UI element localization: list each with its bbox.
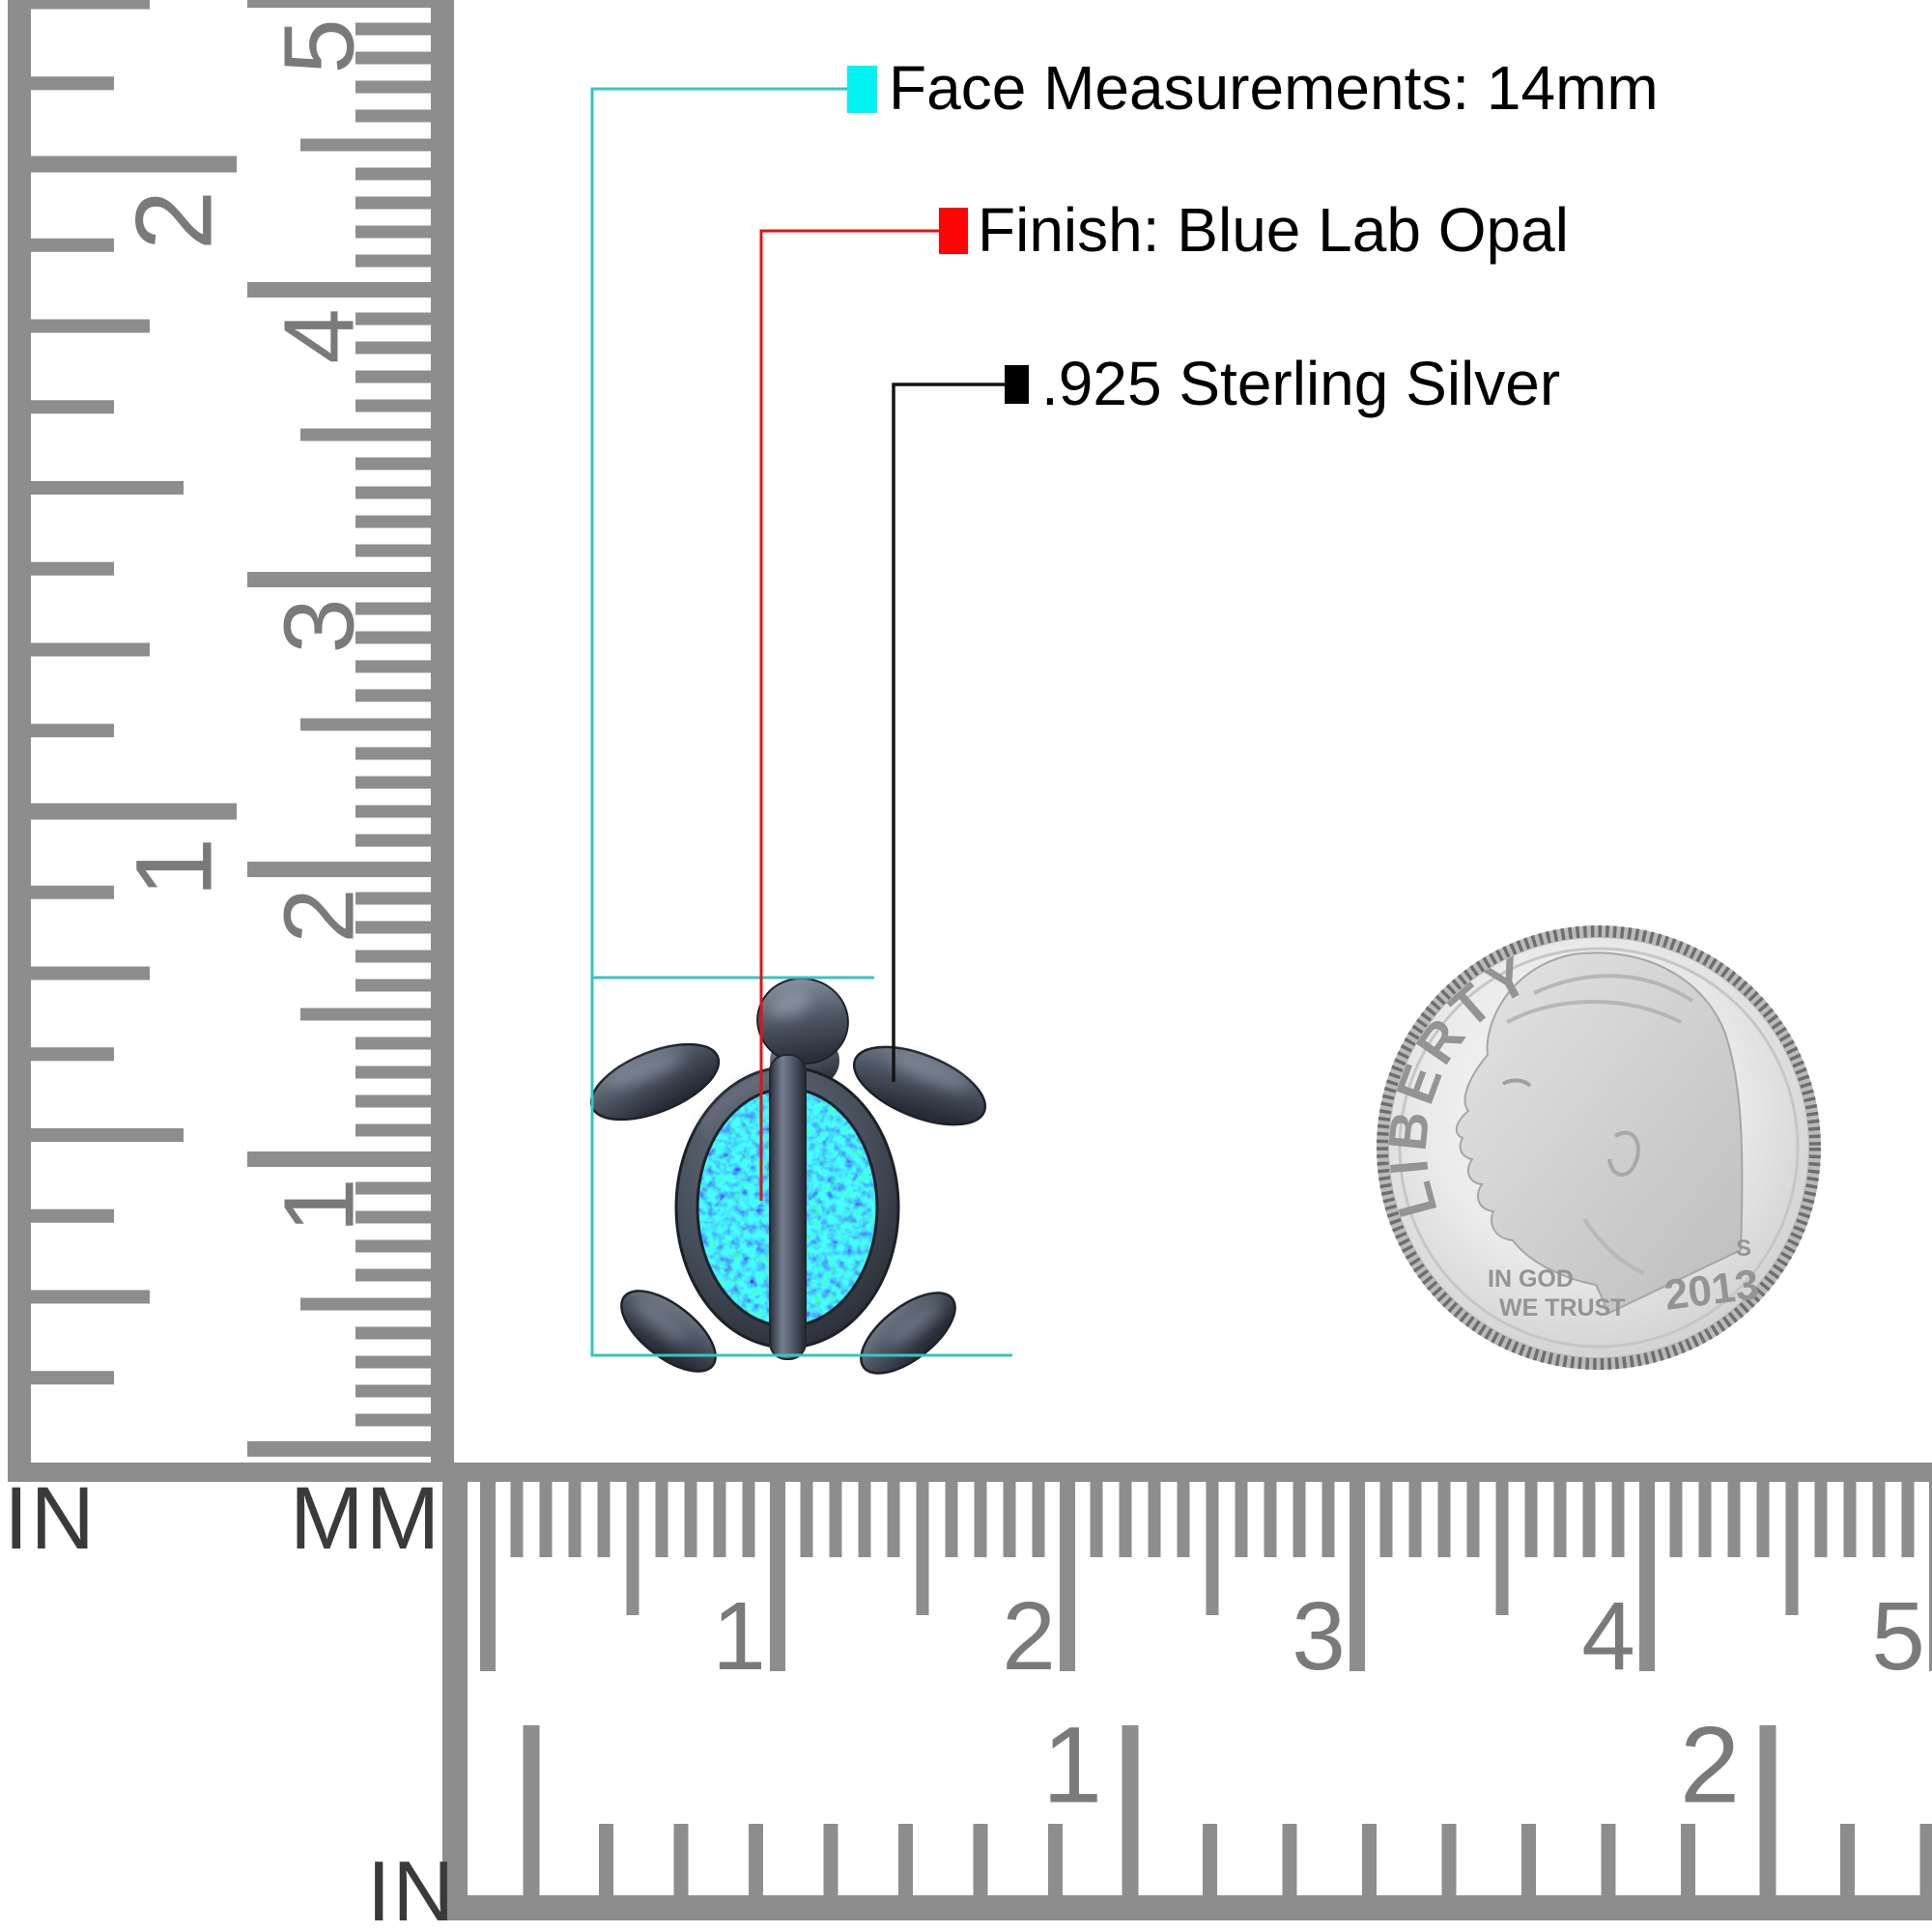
ruler-number: 2 (264, 888, 375, 943)
ruler-edge-bars (8, 0, 1932, 1920)
ruler-number: 2 (1002, 1582, 1056, 1690)
turtle-earring (589, 977, 987, 1375)
ruler-number: 4 (264, 308, 375, 363)
left-ruler-mm-label: MM (290, 1469, 442, 1568)
annotation-face-measurement: Face Measurements: 14mm (889, 53, 1659, 123)
ruler-number: 4 (1581, 1582, 1635, 1690)
annotation-finish: Finish: Blue Lab Opal (978, 195, 1569, 265)
ruler-number: 1 (114, 838, 235, 897)
vertical-mm-ruler (247, 0, 431, 1457)
annotation-metal: .925 Sterling Silver (1041, 349, 1561, 418)
ruler-number: 2 (114, 190, 235, 250)
ruler-number: 1 (1042, 1705, 1102, 1826)
ruler-number: 3 (1292, 1582, 1346, 1690)
coin-mint-mark: S (1736, 1236, 1751, 1262)
turtle-back-left-flipper (620, 1290, 717, 1373)
coin-rim-ring (1398, 947, 1800, 1349)
bottom-ruler-inch-label: IN (367, 1843, 456, 1932)
callout-lines (590, 87, 1012, 1357)
face-callout-line (590, 87, 1012, 1357)
face-color-swatch (847, 66, 877, 113)
turtle-front-right-flipper (852, 1045, 987, 1126)
dime-coin: LIBERTY IN GOD WE TRUST S 2013 (1377, 925, 1821, 1370)
bottom-inch-ruler (523, 1725, 1932, 1901)
metal-callout-line (892, 383, 1005, 1082)
left-ruler-inch-label: IN (4, 1469, 97, 1568)
finish-callout-line (759, 229, 939, 1201)
coin-motto-line1: IN GOD (1488, 1265, 1574, 1293)
vertical-inch-ruler (29, 0, 237, 1385)
metal-color-swatch (1005, 365, 1029, 404)
ruler-number: 1 (712, 1582, 766, 1690)
coin-reeded-edge (1377, 925, 1821, 1370)
turtle-center-bar (769, 1054, 807, 1360)
finish-color-swatch (939, 208, 968, 254)
bottom-cm-ruler (480, 1480, 1932, 1671)
turtle-back-right-flipper (860, 1292, 956, 1375)
coin-motto-line2: WE TRUST (1499, 1294, 1626, 1321)
ruler-number: 1 (264, 1178, 375, 1233)
ruler-number: 2 (1680, 1705, 1740, 1826)
ruler-number: 5 (1871, 1582, 1925, 1690)
roosevelt-portrait (1455, 952, 1744, 1316)
coin-year: 2013 (1662, 1261, 1761, 1320)
ruler-number: 5 (264, 18, 375, 73)
ruler-number: 3 (264, 598, 375, 653)
